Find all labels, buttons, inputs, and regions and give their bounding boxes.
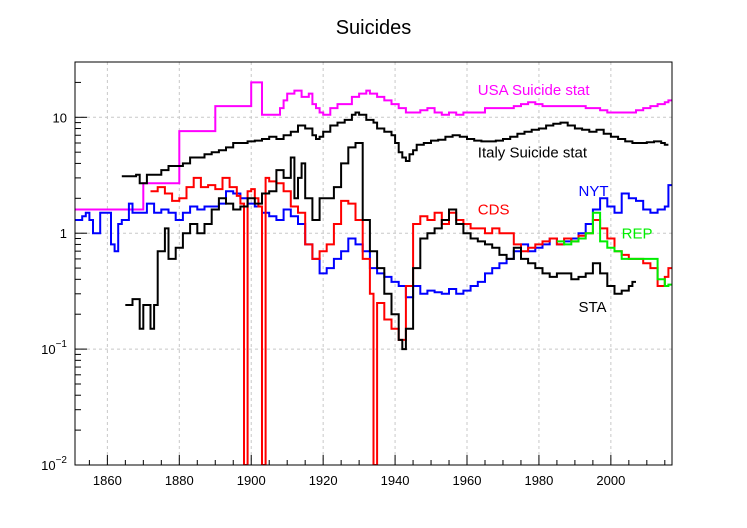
series-label: CDS: [478, 201, 510, 218]
x-tick-label: 1900: [237, 473, 266, 488]
y-tick-label: 10−1: [41, 339, 67, 357]
plot-frame: [74, 61, 673, 466]
y-tick-label: 1: [60, 226, 67, 241]
series-sta: [125, 142, 636, 351]
x-tick-label: 1940: [381, 473, 410, 488]
x-tick-label: 1860: [93, 473, 122, 488]
series-usa-suicide-stat: [75, 81, 672, 211]
series-label: REP: [622, 226, 653, 243]
x-tick-label: 1880: [165, 473, 194, 488]
series-label: Italy Suicide stat: [478, 144, 588, 161]
x-tick-label: 2000: [596, 473, 625, 488]
series-cds: [150, 176, 672, 465]
x-tick-label: 1920: [309, 473, 338, 488]
series-italy-suicide-stat: [121, 111, 669, 185]
chart-title: Suicides: [335, 17, 412, 39]
y-tick-label: 10: [53, 110, 67, 125]
y-tick-label: 10−2: [41, 455, 67, 473]
series-rep: [556, 211, 672, 287]
x-tick-label: 1980: [524, 473, 553, 488]
series-label: STA: [578, 299, 606, 316]
x-tick-label: 1960: [453, 473, 482, 488]
series-label: NYT: [578, 183, 608, 200]
series-label: USA Suicide stat: [478, 82, 591, 99]
